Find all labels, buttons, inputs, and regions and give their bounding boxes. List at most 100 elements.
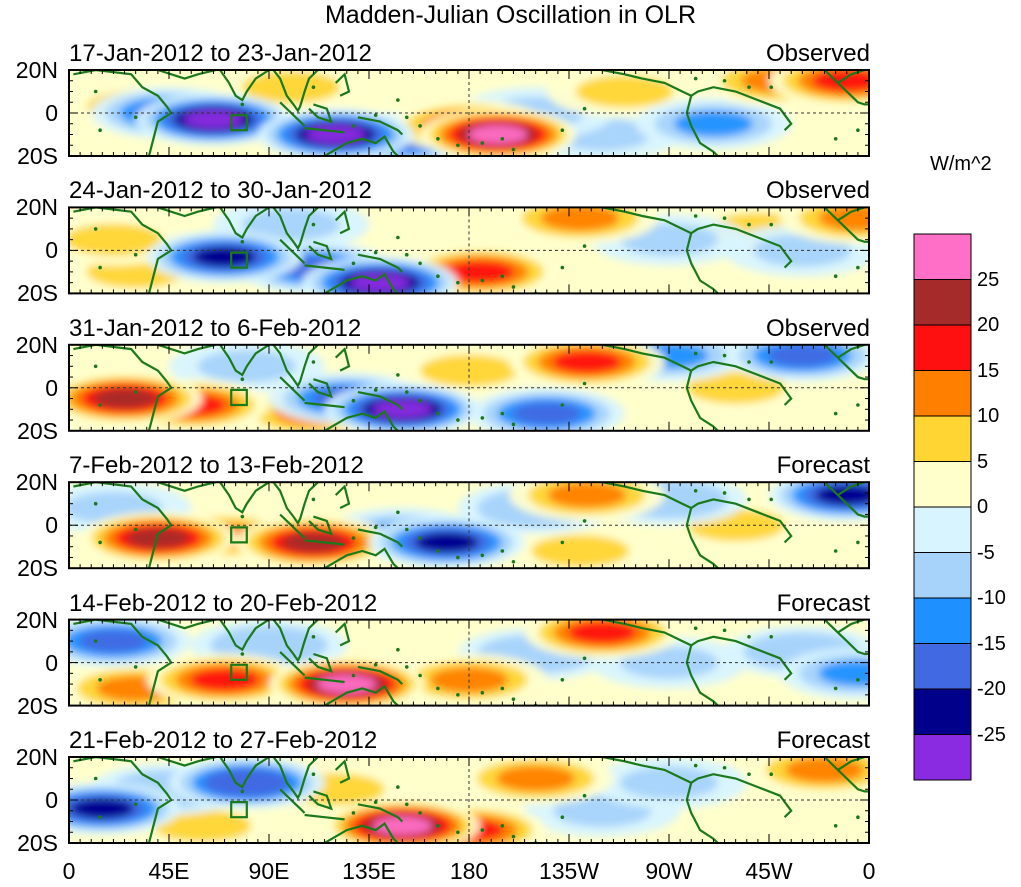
island-dot — [582, 793, 587, 798]
coastline — [279, 376, 306, 402]
island-dot — [240, 102, 245, 107]
panel-1 — [68, 69, 870, 157]
coastline — [230, 114, 248, 132]
coastline — [304, 401, 345, 409]
island-dot — [133, 802, 138, 807]
coastline — [324, 547, 399, 569]
island-dot — [396, 647, 400, 652]
anomaly-field — [69, 757, 869, 843]
island-dot — [856, 403, 860, 407]
coastline — [685, 507, 719, 569]
island-dot — [396, 235, 400, 240]
coastline — [230, 663, 248, 681]
island-dot — [693, 351, 698, 356]
island-dot — [480, 278, 485, 283]
coastline — [837, 757, 865, 771]
panel-period-label: 17-Jan-2012 to 23-Jan-2012 — [69, 40, 372, 67]
coastline — [837, 482, 865, 497]
island-dot — [351, 124, 356, 128]
coastlines — [73, 70, 869, 156]
island-dot — [351, 536, 356, 540]
island-dot — [560, 265, 565, 270]
anomaly-contour — [815, 485, 869, 506]
y-tick-label: 0 — [45, 787, 58, 813]
island-dot — [500, 686, 505, 691]
island-dot — [833, 686, 838, 691]
anomaly-contour — [215, 772, 279, 793]
coastline — [279, 238, 306, 265]
panel-status-label: Observed — [765, 177, 870, 205]
x-tick-label: 45E — [148, 858, 190, 884]
anomaly-contour — [153, 809, 252, 842]
colorbar-swatch — [913, 506, 972, 553]
coastline — [230, 251, 248, 269]
coastline — [157, 757, 216, 767]
anomaly-contour — [512, 402, 582, 425]
coastline — [219, 207, 270, 240]
island-dot — [582, 244, 587, 248]
x-tick-label: 135E — [342, 858, 396, 884]
island-dot — [373, 525, 378, 530]
y-tick-label: 20N — [15, 469, 58, 496]
island-dot — [133, 390, 138, 394]
coastline — [272, 757, 319, 801]
island-dot — [722, 216, 727, 220]
island-dot — [511, 285, 516, 289]
coastline — [219, 344, 270, 377]
y-tick-label: 0 — [45, 374, 58, 401]
colorbar-tick-label: 0 — [977, 496, 989, 518]
island-dot — [351, 398, 356, 403]
island-dot — [93, 639, 98, 643]
coastline — [334, 621, 351, 647]
island-dot — [769, 772, 774, 776]
panel-2 — [68, 206, 870, 295]
coastline — [230, 801, 248, 819]
coastline — [272, 482, 319, 526]
island-dot — [693, 214, 698, 218]
coastline — [602, 619, 793, 681]
colorbar-tick-label: 15 — [977, 359, 1000, 382]
coastline — [823, 344, 869, 381]
y-tick-label: 20S — [17, 417, 58, 444]
anomaly-field — [69, 207, 869, 294]
coastline — [272, 344, 319, 388]
colorbar-tick-label: -25 — [977, 723, 1006, 746]
coastline — [602, 482, 793, 544]
coastline — [685, 782, 719, 843]
island-dot — [93, 89, 98, 94]
island-dot — [747, 635, 751, 639]
y-tick-label: 20N — [15, 606, 58, 633]
anomaly-contour — [552, 351, 622, 373]
island-dot — [856, 540, 860, 545]
colorbar-swatch — [913, 643, 972, 690]
island-dot — [311, 635, 316, 639]
island-dot — [769, 85, 774, 89]
coastline — [334, 72, 351, 97]
island-dot — [582, 381, 587, 386]
colorbar-tick-label: -20 — [977, 678, 1006, 700]
island-dot — [856, 815, 860, 819]
coastline — [685, 232, 719, 294]
island-dot — [373, 250, 378, 255]
island-dot — [500, 549, 505, 553]
island-dot — [133, 665, 138, 669]
island-dot — [240, 240, 245, 244]
island-dot — [418, 673, 422, 678]
anomaly-contour — [92, 388, 157, 409]
coastline — [279, 788, 306, 814]
colorbar — [913, 233, 972, 781]
colorbar-swatch — [913, 415, 972, 462]
coastline — [357, 391, 404, 411]
island-dot — [418, 536, 422, 540]
island-dot — [98, 403, 102, 407]
island-dot — [436, 137, 440, 141]
island-dot — [436, 549, 440, 553]
island-dot — [722, 353, 727, 358]
coastline — [308, 515, 333, 536]
coastline — [304, 127, 345, 134]
island-dot — [404, 115, 409, 120]
coastline — [357, 116, 404, 136]
island-dot — [373, 388, 378, 392]
island-dot — [747, 85, 751, 89]
island-dot — [436, 824, 440, 828]
